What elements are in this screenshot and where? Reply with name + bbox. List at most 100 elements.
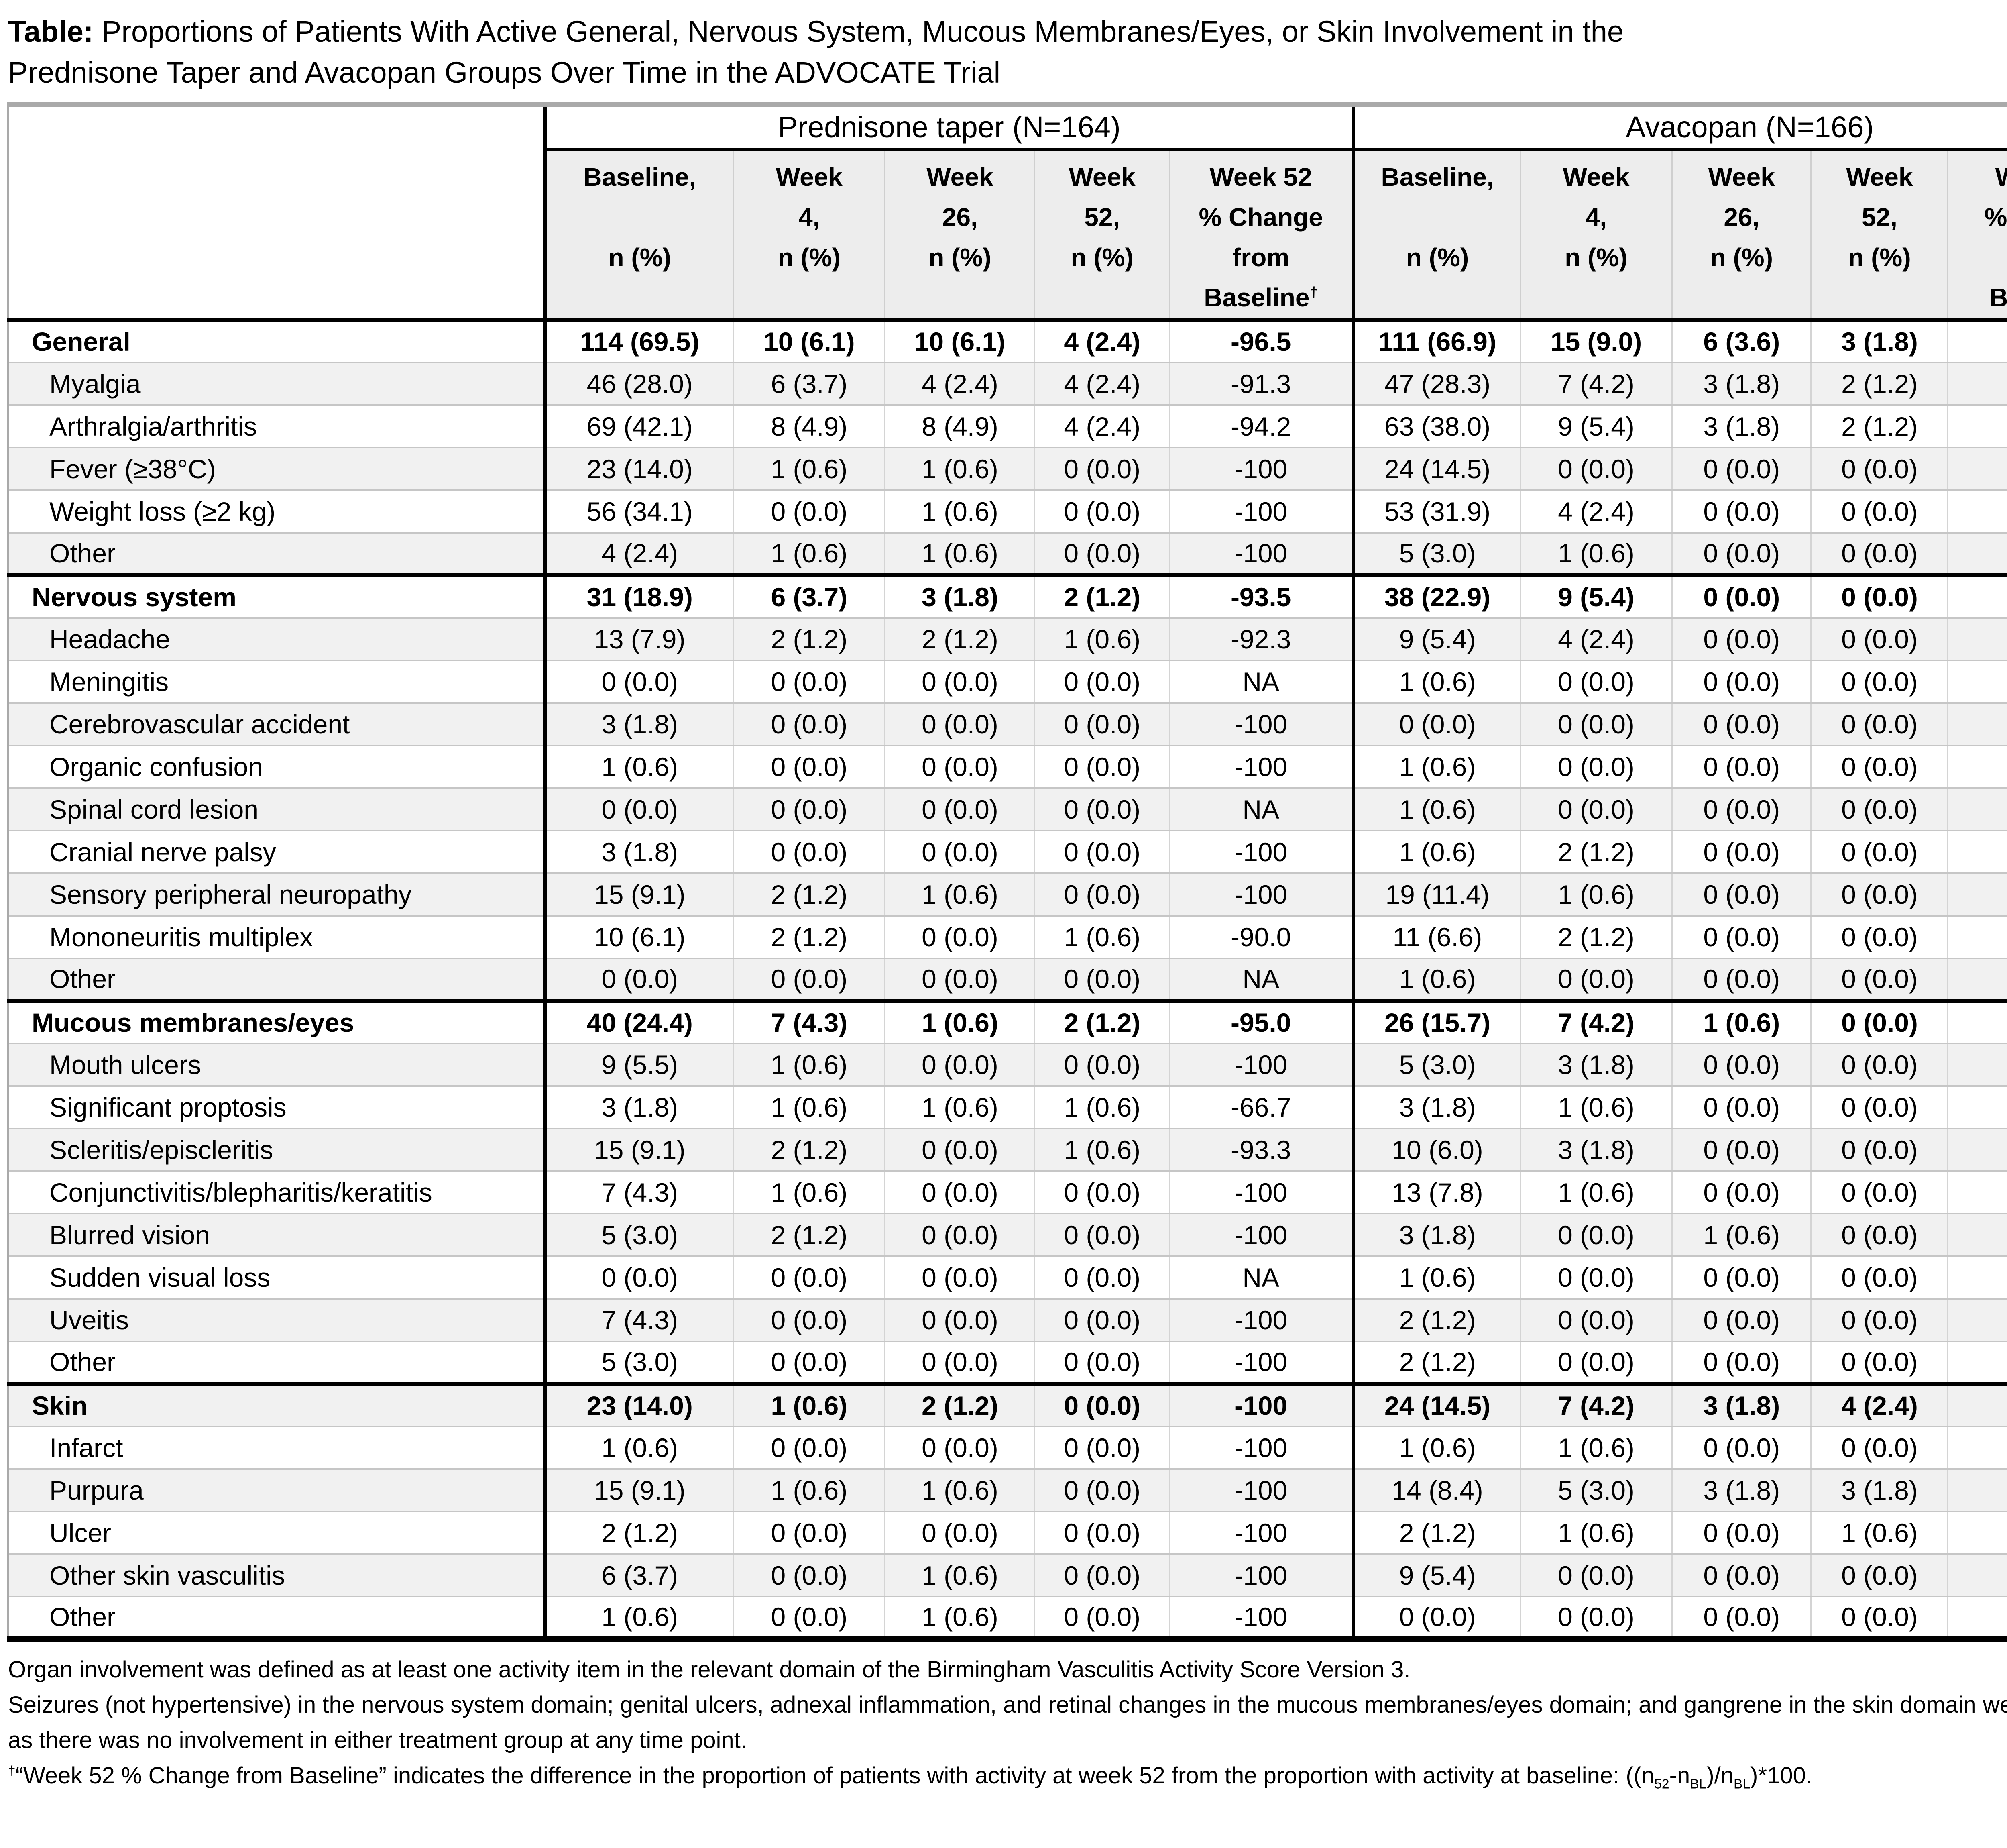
cell: 0 (0.0) bbox=[1034, 1381, 1170, 1426]
column-header-group1-2: Week 26, n (%) bbox=[884, 149, 1035, 320]
cell: 0 (0.0) bbox=[884, 1212, 1035, 1256]
cell: 0 (0.0) bbox=[1810, 659, 1948, 703]
cell: 0 (0.0) bbox=[1519, 1595, 1672, 1639]
cell: 0 (0.0) bbox=[1671, 915, 1811, 958]
cell: -78.6 bbox=[1947, 1468, 2007, 1512]
cell: -93.3 bbox=[1169, 1127, 1354, 1171]
cell: 10 (6.1) bbox=[884, 318, 1035, 363]
cell: 0 (0.0) bbox=[1671, 872, 1811, 916]
cell: 0 (0.0) bbox=[1034, 532, 1170, 575]
row-label: Mononeuritis multiplex bbox=[8, 915, 545, 958]
cell: 0 (0.0) bbox=[733, 1425, 885, 1469]
row-label: General bbox=[8, 318, 545, 363]
cell: 0 (0.0) bbox=[1671, 446, 1811, 490]
cell: 0 (0.0) bbox=[733, 957, 885, 1001]
cell: -100 bbox=[1169, 1425, 1354, 1469]
cell: 7 (4.2) bbox=[1519, 998, 1672, 1043]
row-label: Purpura bbox=[8, 1468, 545, 1512]
cell: -100 bbox=[1169, 872, 1354, 916]
cell: 0 (0.0) bbox=[1671, 1425, 1811, 1469]
cell: 0 (0.0) bbox=[884, 829, 1035, 873]
column-header-line: Baseline, bbox=[583, 162, 696, 192]
cell: 3 (1.8) bbox=[543, 702, 733, 746]
cell: 3 (1.8) bbox=[1352, 1212, 1521, 1256]
cell: 1 (0.6) bbox=[1034, 617, 1170, 660]
cell: 10 (6.1) bbox=[543, 915, 733, 958]
cell: 0 (0.0) bbox=[1671, 617, 1811, 660]
title-line-2: Prednisone Taper and Avacopan Groups Ove… bbox=[8, 56, 1001, 89]
cell: 0 (0.0) bbox=[1034, 872, 1170, 916]
row-label: Sensory peripheral neuropathy bbox=[8, 872, 545, 916]
cell: 23 (14.0) bbox=[543, 1381, 733, 1426]
cell: 2 (1.2) bbox=[543, 1510, 733, 1554]
column-header-line bbox=[1357, 197, 1519, 237]
cell: 6 (3.7) bbox=[543, 1553, 733, 1597]
cell: 1 (0.6) bbox=[733, 1042, 885, 1086]
cell: 8 (4.9) bbox=[884, 404, 1035, 448]
cell: 0 (0.0) bbox=[1034, 957, 1170, 1001]
cell: 7 (4.2) bbox=[1519, 1381, 1672, 1426]
cell: 0 (0.0) bbox=[1034, 1255, 1170, 1299]
cell: 0 (0.0) bbox=[1519, 1298, 1672, 1341]
cell: 0 (0.0) bbox=[1810, 1085, 1948, 1129]
cell: -95.7 bbox=[1947, 361, 2007, 405]
cell: NA bbox=[1947, 702, 2007, 746]
column-header-line: n (%) bbox=[928, 242, 991, 272]
cell: 1 (0.6) bbox=[1519, 1085, 1672, 1129]
cell: 0 (0.0) bbox=[1810, 532, 1948, 575]
cell: 24 (14.5) bbox=[1352, 446, 1521, 490]
cell: 1 (0.6) bbox=[1034, 915, 1170, 958]
cell: 0 (0.0) bbox=[543, 659, 733, 703]
row-label: Infarct bbox=[8, 1425, 545, 1469]
cell: 9 (5.4) bbox=[1352, 1553, 1521, 1597]
cell: 2 (1.2) bbox=[733, 617, 885, 660]
cell: 0 (0.0) bbox=[1519, 1340, 1672, 1384]
cell: 0 (0.0) bbox=[1810, 1425, 1948, 1469]
table-row: Meningitis 0 (0.0) 0 (0.0) 0 (0.0) 0 (0.0) N… bbox=[8, 659, 2007, 703]
cell: 0 (0.0) bbox=[1810, 744, 1948, 788]
row-label: Sudden visual loss bbox=[8, 1255, 545, 1299]
cell: 1 (0.6) bbox=[884, 1553, 1035, 1597]
cell: 6 (3.6) bbox=[1671, 318, 1811, 363]
column-header-line: 26, bbox=[942, 202, 978, 232]
cell: -100 bbox=[1947, 744, 2007, 788]
column-header-group2-3: Week 52, n (%) bbox=[1810, 149, 1948, 320]
row-label: Meningitis bbox=[8, 659, 545, 703]
cell: 3 (1.8) bbox=[1671, 1381, 1811, 1426]
column-header-group1-1: Week 4, n (%) bbox=[733, 149, 885, 320]
cell: 0 (0.0) bbox=[884, 957, 1035, 1001]
table-row: Mononeuritis multiplex 10 (6.1) 2 (1.2) 0 … bbox=[8, 915, 2007, 958]
cell: -100 bbox=[1169, 1340, 1354, 1384]
column-header-line: n (%) bbox=[1710, 242, 1773, 272]
cell: 0 (0.0) bbox=[1810, 446, 1948, 490]
cell: 0 (0.0) bbox=[1519, 1553, 1672, 1597]
table-row: Conjunctivitis/blepharitis/keratitis 7 (… bbox=[8, 1170, 2007, 1214]
cell: 0 (0.0) bbox=[1671, 1170, 1811, 1214]
cell: 111 (66.9) bbox=[1352, 318, 1521, 363]
cell: 6 (3.7) bbox=[733, 573, 885, 618]
cell: 1 (0.6) bbox=[543, 1425, 733, 1469]
cell: 53 (31.9) bbox=[1352, 489, 1521, 533]
table-row: Other 0 (0.0) 0 (0.0) 0 (0.0) 0 (0.0) NA 1 (0… bbox=[8, 957, 2007, 1001]
cell: 2 (1.2) bbox=[1352, 1298, 1521, 1341]
cell: 2 (1.2) bbox=[1352, 1340, 1521, 1384]
row-label: Ulcer bbox=[8, 1510, 545, 1554]
cell: 0 (0.0) bbox=[733, 1340, 885, 1384]
cell: 0 (0.0) bbox=[1810, 1212, 1948, 1256]
cell: 1 (0.6) bbox=[1671, 998, 1811, 1043]
cell: -100 bbox=[1947, 998, 2007, 1043]
cell: -100 bbox=[1169, 1042, 1354, 1086]
cell: -97.3 bbox=[1947, 318, 2007, 363]
footnotes: Organ involvement was defined as at leas… bbox=[0, 1642, 2007, 1793]
row-label-header-cell bbox=[8, 104, 545, 320]
cell: 3 (1.8) bbox=[1519, 1042, 1672, 1086]
cell: 0 (0.0) bbox=[1519, 1212, 1672, 1256]
cell: 2 (1.2) bbox=[733, 872, 885, 916]
dagger-icon: † bbox=[1309, 283, 1318, 301]
cell: 0 (0.0) bbox=[1810, 702, 1948, 746]
cell: -100 bbox=[1947, 1127, 2007, 1171]
table-row: Mouth ulcers 9 (5.5) 1 (0.6) 0 (0.0) 0 (0.0… bbox=[8, 1042, 2007, 1086]
table-title: Table: Proportions of Patients With Acti… bbox=[0, 0, 2007, 102]
cell: 1 (0.6) bbox=[543, 1595, 733, 1639]
cell: 0 (0.0) bbox=[1671, 1255, 1811, 1299]
